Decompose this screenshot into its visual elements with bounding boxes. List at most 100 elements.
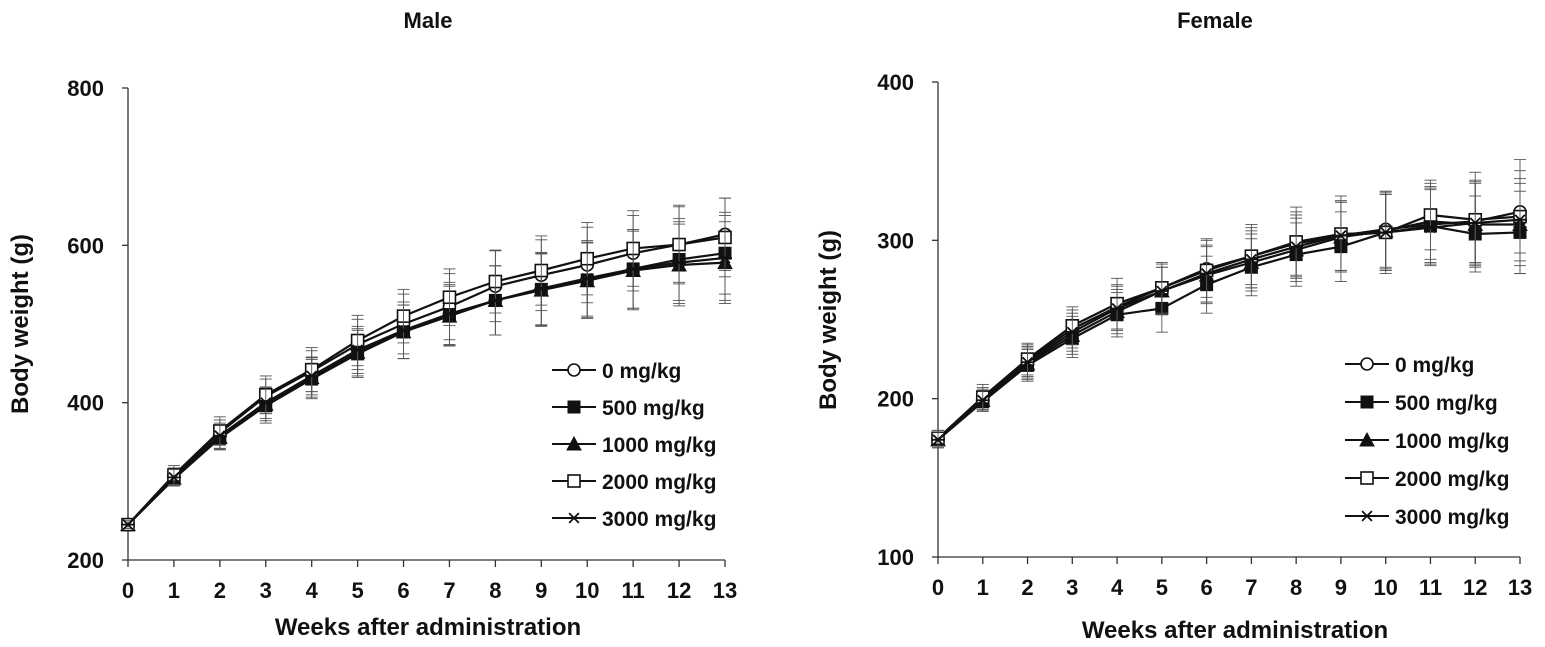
x-tick-label: 9 [1335, 575, 1347, 600]
x-tick-label: 3 [260, 578, 272, 603]
data-point [1513, 214, 1527, 226]
legend-entry: 2000 mg/kg [552, 471, 716, 494]
chart-title: Female [1177, 8, 1253, 33]
x-tick-label: 8 [1290, 575, 1302, 600]
x-tick-label: 1 [977, 575, 989, 600]
chart-title: Male [404, 8, 453, 33]
legend-entry: 0 mg/kg [1345, 354, 1474, 377]
legend-label: 500 mg/kg [602, 397, 705, 420]
y-tick-label: 600 [67, 233, 104, 258]
x-tick-label: 11 [1419, 575, 1442, 600]
legend-entry: 500 mg/kg [552, 397, 705, 420]
legend-entry: 1000 mg/kg [552, 434, 716, 457]
x-tick-label: 2 [1021, 575, 1033, 600]
legend-entry: 3000 mg/kg [1345, 506, 1509, 529]
legend-marker [1360, 510, 1374, 522]
x-tick-label: 10 [1373, 575, 1397, 600]
legend-label: 0 mg/kg [602, 360, 681, 383]
data-point [121, 519, 135, 531]
data-point [1244, 253, 1259, 265]
y-tick-label: 300 [877, 228, 914, 253]
legend-label: 1000 mg/kg [1395, 430, 1509, 453]
data-point [1378, 226, 1393, 238]
data-point [442, 308, 457, 320]
x-tick-label: 13 [713, 578, 737, 603]
data-point [580, 272, 595, 284]
x-tick-label: 13 [1508, 575, 1532, 600]
data-point [212, 430, 227, 442]
legend-entry: 3000 mg/kg [552, 508, 716, 531]
legend-entry: 1000 mg/kg [1345, 430, 1509, 453]
y-axis-label: Body weight (g) [815, 230, 842, 410]
legend-label: 3000 mg/kg [602, 508, 716, 531]
x-tick-label: 8 [489, 578, 501, 603]
data-point [1065, 326, 1080, 338]
legend-label: 0 mg/kg [1395, 354, 1474, 377]
y-tick-label: 100 [877, 545, 914, 570]
x-tick-label: 0 [932, 575, 944, 600]
x-tick-label: 0 [122, 578, 134, 603]
data-point [1020, 356, 1035, 368]
x-tick-label: 12 [667, 578, 691, 603]
x-tick-label: 9 [535, 578, 547, 603]
data-point [166, 471, 181, 483]
x-tick-label: 6 [1200, 575, 1212, 600]
legend-label: 2000 mg/kg [1395, 468, 1509, 491]
legend-marker [567, 474, 581, 488]
data-point [1333, 230, 1348, 242]
x-tick-label: 7 [443, 578, 455, 603]
y-tick-label: 800 [67, 76, 104, 101]
legend-marker [567, 400, 581, 414]
series-line [937, 218, 1521, 441]
legend-entry: 2000 mg/kg [1345, 468, 1509, 491]
y-tick-label: 200 [67, 548, 104, 573]
data-point [718, 252, 732, 264]
legend-marker [1360, 357, 1374, 371]
legend-label: 500 mg/kg [1395, 392, 1498, 415]
legend-label: 3000 mg/kg [1395, 506, 1509, 529]
legend-label: 1000 mg/kg [602, 434, 716, 457]
data-point [304, 370, 319, 382]
data-point [350, 344, 365, 356]
x-tick-label: 2 [214, 578, 226, 603]
x-tick-label: 5 [1156, 575, 1168, 600]
data-point [488, 294, 503, 306]
data-point [1154, 285, 1169, 297]
x-tick-label: 1 [168, 578, 180, 603]
x-tick-label: 4 [306, 578, 319, 603]
legend-marker [1360, 471, 1374, 485]
x-tick-label: 11 [622, 578, 645, 603]
data-point [258, 397, 273, 409]
series-line [127, 233, 726, 526]
data-point [396, 324, 411, 336]
x-axis-label: Weeks after administration [1082, 617, 1388, 644]
series-line [937, 213, 1521, 440]
series-line [127, 256, 726, 526]
data-point [672, 257, 687, 269]
data-point [1289, 241, 1304, 253]
data-point [1468, 217, 1483, 229]
legend-marker [1360, 395, 1374, 409]
y-tick-label: 400 [67, 391, 104, 416]
data-point [975, 394, 990, 406]
legend-label: 2000 mg/kg [602, 471, 716, 494]
x-tick-label: 6 [397, 578, 409, 603]
data-point [1110, 302, 1125, 314]
data-point [1199, 268, 1214, 280]
legend-marker [566, 435, 582, 451]
legend-entry: 500 mg/kg [1345, 392, 1498, 415]
x-tick-label: 4 [1111, 575, 1124, 600]
series-line [127, 261, 726, 526]
series-3000-mg-kg [931, 178, 1527, 449]
x-tick-label: 7 [1245, 575, 1257, 600]
data-point [1423, 222, 1438, 234]
legend-entry: 0 mg/kg [552, 360, 681, 383]
y-tick-label: 400 [877, 70, 914, 95]
series-line [127, 236, 726, 526]
series-line [937, 220, 1520, 441]
x-tick-label: 3 [1066, 575, 1078, 600]
data-point [534, 283, 549, 295]
